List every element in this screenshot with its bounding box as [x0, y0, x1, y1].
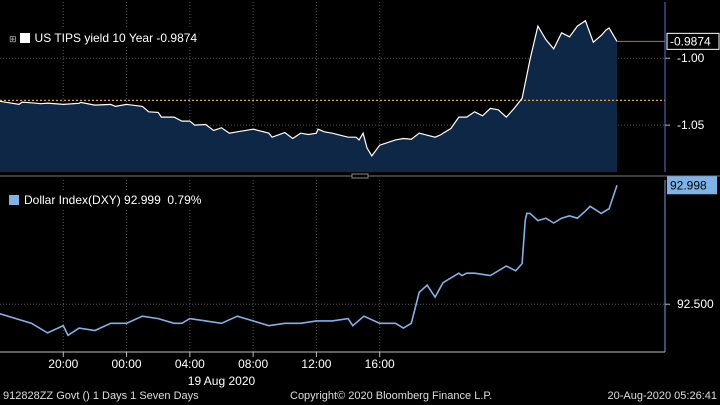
legend-dxy: Dollar Index(DXY) 92.999 0.79%: [4, 191, 207, 209]
dxy-panel: 92.500 92.998: [0, 176, 717, 352]
last-value-label: 92.998: [670, 178, 707, 192]
x-date-label: 19 Aug 2020: [188, 374, 256, 388]
last-value-label: -0.9874: [670, 34, 711, 48]
footer-bar: 912828ZZ Govt () 1 Days 1 Seven Days Cop…: [0, 388, 720, 405]
footer-copyright: Copyright© 2020 Bloomberg Finance L.P.: [290, 390, 493, 402]
legend-dxy-name: Dollar Index(DXY): [24, 193, 121, 207]
y-tick-label: 92.500: [677, 297, 714, 311]
tips-series-line: [0, 19, 618, 157]
x-tick-label: 00:00: [112, 357, 142, 371]
legend-dxy-change: 0.79%: [167, 193, 202, 207]
panel-resize-handle[interactable]: [351, 173, 369, 179]
y-tick-label: -1.05: [677, 118, 705, 132]
x-axis: 20:00 00:00 04:00 08:00 12:00 16:00 19 Aug 202…: [0, 351, 665, 388]
x-tick-label: 16:00: [365, 357, 395, 371]
tips-area-fill: [0, 20, 617, 173]
expand-icon[interactable]: ⊞: [9, 34, 17, 44]
legend-dxy-value: 92.999: [124, 193, 161, 207]
x-tick-label: 04:00: [175, 357, 205, 371]
x-tick-label: 08:00: [238, 357, 268, 371]
footer-timestamp: 20-Aug-2020 05:26:41: [607, 390, 717, 402]
legend-tips: ⊞ US TIPS yield 10 Year -0.9874: [4, 29, 203, 47]
tips-panel: -1.00 -1.05 -0.9874: [0, 2, 720, 179]
last-value-badge: [666, 32, 720, 50]
x-tick-label: 20:00: [48, 357, 78, 371]
legend-tips-text: US TIPS yield 10 Year -0.9874: [34, 31, 198, 45]
legend-swatch-dxy: [9, 195, 19, 205]
legend-swatch-tips: [19, 33, 30, 43]
dxy-series-line: [0, 185, 618, 337]
y-tick-label: -1.00: [677, 51, 705, 65]
last-value-badge: [667, 176, 717, 195]
footer-ticker: 912828ZZ Govt () 1 Days 1 Seven Days: [3, 390, 199, 402]
x-tick-label: 12:00: [301, 357, 331, 371]
